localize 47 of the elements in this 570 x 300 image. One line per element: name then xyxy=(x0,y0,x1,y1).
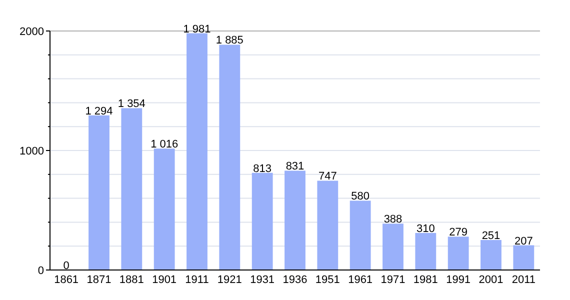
data-label: 310 xyxy=(416,222,435,235)
x-tick-label: 1881 xyxy=(119,274,144,286)
bar xyxy=(154,148,175,270)
x-tick-label: 1921 xyxy=(217,274,242,286)
bar xyxy=(415,232,436,270)
bar xyxy=(284,170,306,270)
y-tick-label: 0 xyxy=(38,264,44,277)
x-tick-label: 1971 xyxy=(380,274,406,286)
x-tick-label: 1901 xyxy=(152,274,177,286)
x-tick-label: 1951 xyxy=(315,274,340,286)
y-tick-label: 1000 xyxy=(20,145,44,158)
data-label: 747 xyxy=(318,170,337,183)
data-label: 1 981 xyxy=(183,23,211,36)
x-tick-label: 1871 xyxy=(86,274,112,286)
data-label: 279 xyxy=(449,226,468,239)
x-tick-label: 2011 xyxy=(512,274,536,286)
x-tick-label: 2001 xyxy=(478,274,504,286)
bar xyxy=(88,115,110,270)
x-tick-label: 1911 xyxy=(185,274,209,286)
x-tick-label: 1936 xyxy=(282,274,308,286)
x-tick-label: 1861 xyxy=(54,274,79,286)
x-tick-label: 1961 xyxy=(348,274,373,286)
data-label: 831 xyxy=(286,160,304,173)
x-tick-label: 1991 xyxy=(446,274,471,286)
bar xyxy=(448,236,469,270)
data-label: 207 xyxy=(514,235,533,248)
bar xyxy=(219,44,240,270)
data-label: 580 xyxy=(351,190,370,203)
data-label: 388 xyxy=(384,214,402,226)
data-label: 813 xyxy=(253,162,272,175)
bar xyxy=(513,245,534,270)
x-tick-label: 1981 xyxy=(413,274,438,286)
x-tick-label: 1931 xyxy=(250,274,275,286)
bar xyxy=(186,33,208,270)
bar xyxy=(317,180,338,270)
bar xyxy=(480,240,502,270)
data-label: 0 xyxy=(63,260,70,272)
bar xyxy=(350,200,371,270)
data-label: 1 016 xyxy=(150,138,178,151)
y-tick-label: 2000 xyxy=(20,26,44,38)
data-label: 1 294 xyxy=(85,105,113,118)
bar xyxy=(382,224,404,270)
bar xyxy=(252,172,273,270)
bar xyxy=(121,108,142,270)
data-label: 1 354 xyxy=(118,98,146,110)
data-label: 251 xyxy=(482,230,500,242)
data-label: 1 885 xyxy=(216,34,244,47)
